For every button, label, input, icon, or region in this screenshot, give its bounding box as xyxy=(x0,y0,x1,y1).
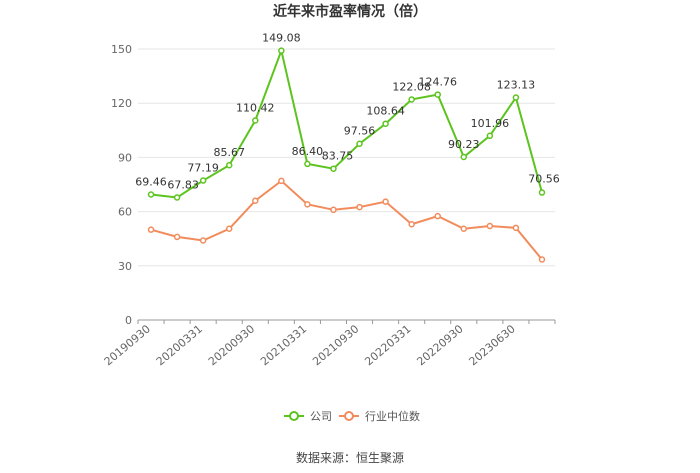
y-tick-label: 90 xyxy=(118,151,132,164)
data-point[interactable] xyxy=(512,224,520,232)
data-point[interactable] xyxy=(382,198,389,205)
data-label: 69.46 xyxy=(135,176,167,189)
series-line-1 xyxy=(150,179,543,261)
data-label: 149.08 xyxy=(262,32,301,45)
data-point[interactable] xyxy=(538,189,546,196)
series-lines xyxy=(150,47,543,261)
x-tick-label: 20210331 xyxy=(258,322,309,368)
x-axis: 20190930 20200331 20200930 20210331 20210930… xyxy=(102,319,556,368)
data-label: 85.67 xyxy=(213,146,245,159)
data-label: 77.19 xyxy=(187,162,219,175)
data-point[interactable] xyxy=(486,222,494,230)
data-point[interactable] xyxy=(225,161,233,169)
legend-item-1[interactable]: 行业中位数 xyxy=(339,409,420,423)
data-point[interactable] xyxy=(147,191,155,198)
data-label: 101.96 xyxy=(471,117,510,130)
data-point[interactable] xyxy=(486,132,494,140)
data-label: 123.13 xyxy=(497,79,536,92)
data-label: 83.75 xyxy=(322,150,354,163)
data-point[interactable] xyxy=(304,201,311,208)
legend-item-0[interactable]: 公司 xyxy=(284,410,332,423)
x-tick-label: 20190930 xyxy=(102,322,153,368)
data-point[interactable] xyxy=(304,160,311,168)
data-label: 67.83 xyxy=(167,178,199,191)
x-tick-label: 20230630 xyxy=(467,322,518,368)
data-point[interactable] xyxy=(434,212,441,220)
y-tick-label: 120 xyxy=(111,97,132,110)
legend[interactable]: 公司 行业中位数 xyxy=(284,409,420,423)
data-point[interactable] xyxy=(382,120,389,127)
data-point[interactable] xyxy=(408,96,415,103)
chart-title: 近年来市盈率情况（倍） xyxy=(273,3,427,20)
source-note: 数据来源：恒生聚源 xyxy=(296,450,404,465)
data-label: 90.23 xyxy=(448,138,480,151)
data-point[interactable] xyxy=(199,237,207,244)
data-label: 110.42 xyxy=(236,102,275,115)
data-point[interactable] xyxy=(356,140,363,147)
data-point[interactable] xyxy=(356,203,363,211)
data-point[interactable] xyxy=(330,206,337,214)
y-tick-label: 60 xyxy=(118,206,132,219)
legend-swatch-marker xyxy=(344,411,354,421)
x-tick-label: 20220930 xyxy=(414,322,465,368)
data-label: 108.64 xyxy=(366,105,405,118)
x-tick-label: 20220331 xyxy=(362,322,413,368)
series-points xyxy=(147,47,546,263)
legend-label: 公司 xyxy=(310,410,332,423)
data-point[interactable] xyxy=(330,165,337,172)
data-point[interactable] xyxy=(252,197,259,205)
x-tick-label: 20210930 xyxy=(310,322,361,368)
data-point[interactable] xyxy=(512,94,520,101)
y-tick-label: 150 xyxy=(111,43,132,56)
data-label: 124.76 xyxy=(418,76,457,89)
data-point[interactable] xyxy=(408,220,415,228)
data-point[interactable] xyxy=(199,177,207,184)
series-line-0 xyxy=(150,47,543,199)
data-point[interactable] xyxy=(252,117,259,124)
data-label: 97.56 xyxy=(344,125,376,138)
data-point[interactable] xyxy=(225,225,233,233)
data-point[interactable] xyxy=(173,194,181,201)
x-tick-label: 20200331 xyxy=(154,322,205,368)
y-tick-label: 0 xyxy=(125,314,132,327)
data-point[interactable] xyxy=(147,226,155,233)
x-tick-label: 20200930 xyxy=(206,322,257,368)
y-axis: 0 30 60 90 120 150 xyxy=(111,43,132,327)
legend-label: 行业中位数 xyxy=(365,409,420,423)
data-point[interactable] xyxy=(434,91,441,98)
y-tick-label: 30 xyxy=(118,260,132,273)
data-label: 86.40 xyxy=(292,145,324,158)
data-point[interactable] xyxy=(460,225,468,233)
data-point[interactable] xyxy=(278,47,285,54)
data-label: 70.56 xyxy=(528,173,560,186)
data-label: 122.08 xyxy=(392,80,431,93)
data-point[interactable] xyxy=(538,256,546,263)
data-point[interactable] xyxy=(173,233,181,241)
legend-swatch-marker xyxy=(289,411,299,421)
data-point[interactable] xyxy=(278,177,285,185)
data-point[interactable] xyxy=(460,153,468,161)
data-labels: 69.46 67.83 77.19 85.67 110.42 149.08 86.4083.… xyxy=(135,32,559,192)
